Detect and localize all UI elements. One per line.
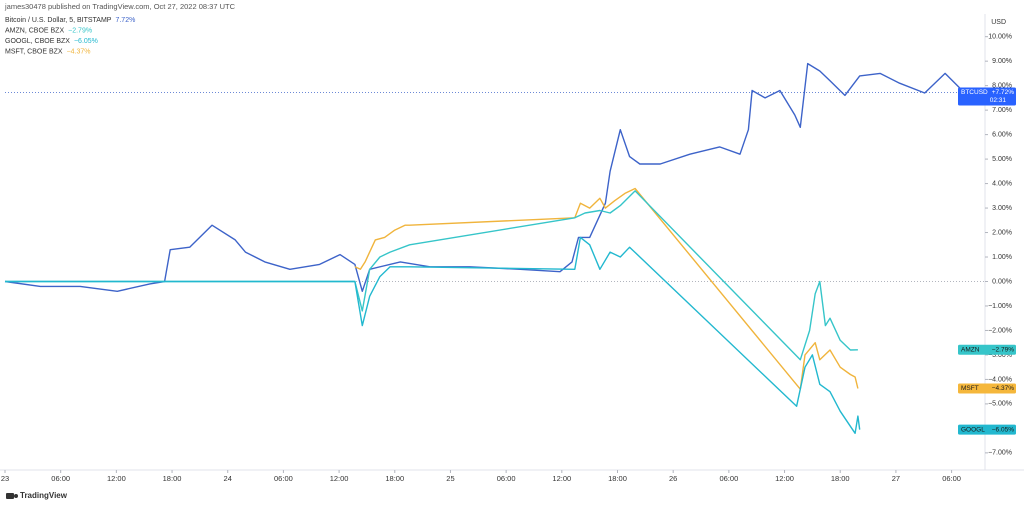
legend-value: −2.79% bbox=[68, 27, 92, 34]
x-tick-label: 27 bbox=[892, 474, 900, 483]
badge-value: +7.72% bbox=[992, 89, 1014, 96]
x-tick-label: 06:00 bbox=[497, 474, 516, 483]
footer-logo bbox=[6, 493, 18, 499]
x-tick-label: 18:00 bbox=[831, 474, 850, 483]
y-tick-label: −5.00% bbox=[988, 401, 1012, 408]
legend-name: GOOGL, CBOE BZX bbox=[5, 38, 70, 45]
legend-entry: Bitcoin / U.S. Dollar, 5, BITSTAMP 7.72% bbox=[5, 17, 135, 24]
price-badge bbox=[958, 424, 1016, 435]
series-line bbox=[354, 187, 859, 390]
y-tick-label: −2.00% bbox=[988, 327, 1012, 334]
x-tick-label: 18:00 bbox=[163, 474, 182, 483]
y-tick-label: −1.00% bbox=[988, 303, 1012, 310]
y-tick-label: 3.00% bbox=[992, 205, 1012, 212]
badge-value: −6.05% bbox=[992, 426, 1014, 433]
y-tick-label: 4.00% bbox=[992, 180, 1012, 187]
badge-value: −4.37% bbox=[992, 385, 1014, 392]
y-tick-label: −3.00% bbox=[988, 352, 1012, 359]
x-tick-label: 12:00 bbox=[775, 474, 794, 483]
badge-time: 02:31 bbox=[990, 97, 1007, 104]
y-tick-label: 9.00% bbox=[992, 58, 1012, 65]
x-tick-label: 23 bbox=[1, 474, 9, 483]
legend-name: Bitcoin / U.S. Dollar, 5, BITSTAMP bbox=[5, 17, 112, 24]
legend-entry: AMZN, CBOE BZX −2.79% bbox=[5, 27, 92, 34]
y-tick-label: 1.00% bbox=[992, 254, 1012, 261]
y-tick-label: 5.00% bbox=[992, 156, 1012, 163]
series-line bbox=[5, 236, 861, 434]
y-tick-label: 7.00% bbox=[992, 107, 1012, 114]
badge-name: AMZN bbox=[961, 347, 980, 354]
x-tick-label: 06:00 bbox=[51, 474, 70, 483]
legend-entry: GOOGL, CBOE BZX −6.05% bbox=[5, 38, 98, 45]
legend-name: MSFT, CBOE BZX bbox=[5, 48, 63, 55]
price-badge bbox=[958, 87, 1016, 106]
badge-name: BTCUSD bbox=[961, 89, 988, 96]
legend-name: AMZN, CBOE BZX bbox=[5, 27, 64, 34]
x-tick-label: 25 bbox=[446, 474, 454, 483]
price-badge bbox=[958, 383, 1016, 394]
legend-value: 7.72% bbox=[115, 17, 135, 24]
x-tick-label: 06:00 bbox=[942, 474, 961, 483]
footer: TradingView bbox=[20, 491, 68, 500]
badge-value: −2.79% bbox=[992, 347, 1014, 354]
badge-name: GOOGL bbox=[961, 426, 985, 433]
header: james30478 published on TradingView.com,… bbox=[4, 2, 236, 11]
legend-entry: MSFT, CBOE BZX −4.37% bbox=[5, 48, 91, 55]
x-tick-label: 12:00 bbox=[330, 474, 349, 483]
x-tick-label: 06:00 bbox=[719, 474, 738, 483]
price-badge bbox=[958, 344, 1016, 355]
x-tick-label: 12:00 bbox=[552, 474, 571, 483]
y-tick-label: −7.00% bbox=[988, 450, 1012, 457]
y-tick-label: 8.00% bbox=[992, 82, 1012, 89]
x-tick-label: 24 bbox=[224, 474, 232, 483]
y-unit: USD bbox=[991, 19, 1006, 26]
y-tick-label: 6.00% bbox=[992, 131, 1012, 138]
legend-value: −6.05% bbox=[74, 38, 98, 45]
badge-name: MSFT bbox=[961, 385, 979, 392]
x-tick-label: 26 bbox=[669, 474, 677, 483]
y-tick-label: 0.00% bbox=[992, 278, 1012, 285]
y-tick-label: 2.00% bbox=[992, 229, 1012, 236]
series-line bbox=[5, 190, 858, 361]
series-line bbox=[4, 62, 978, 292]
x-tick-label: 06:00 bbox=[274, 474, 293, 483]
x-tick-label: 12:00 bbox=[107, 474, 126, 483]
legend-value: −4.37% bbox=[67, 48, 91, 55]
y-tick-label: 10.00% bbox=[988, 34, 1012, 41]
x-tick-label: 18:00 bbox=[385, 474, 404, 483]
x-tick-label: 18:00 bbox=[608, 474, 627, 483]
y-tick-label: −4.00% bbox=[988, 376, 1012, 383]
